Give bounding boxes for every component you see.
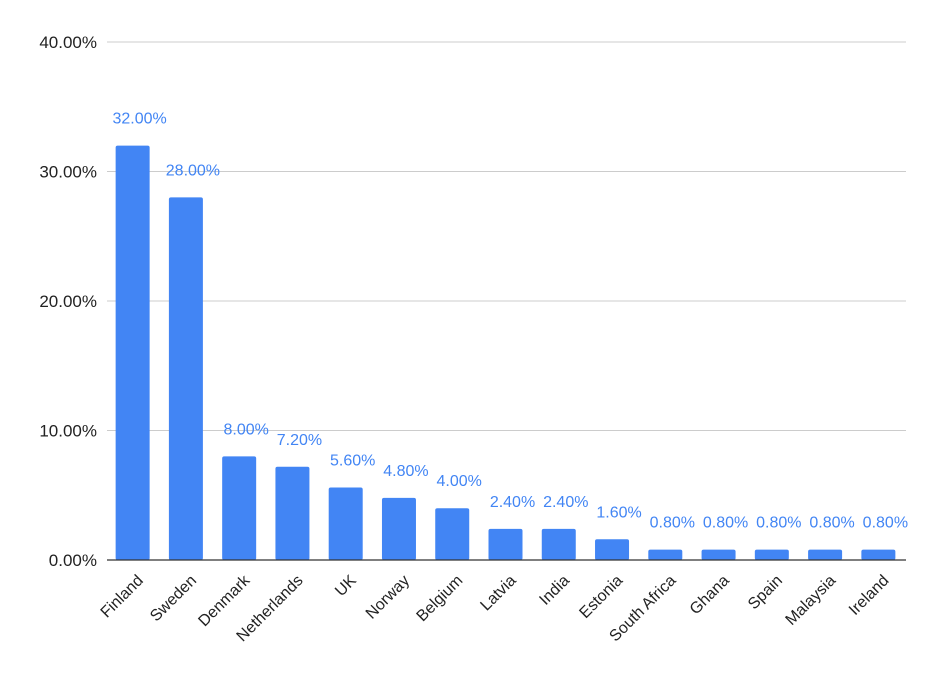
x-category-label: Latvia (477, 572, 519, 614)
data-label: 0.80% (756, 515, 801, 532)
x-category-label: Finland (98, 572, 147, 621)
bar (168, 197, 203, 560)
data-label: 2.40% (490, 494, 535, 511)
data-label: 1.60% (596, 504, 641, 521)
y-tick-label: 0.00% (49, 551, 97, 570)
bar (648, 549, 683, 560)
bar (701, 549, 736, 560)
data-label: 8.00% (223, 421, 268, 438)
y-tick-label: 40.00% (39, 33, 97, 52)
bar (488, 528, 523, 560)
x-category-label: Norway (363, 572, 413, 622)
x-category-label: Spain (745, 572, 786, 613)
x-category-label: Malaysia (783, 572, 840, 629)
gridlines (107, 41, 906, 431)
data-label: 0.80% (863, 515, 908, 532)
y-tick-label: 20.00% (39, 292, 97, 311)
bar (275, 466, 310, 560)
x-category-label: Ghana (687, 572, 733, 618)
x-category-label: UK (332, 572, 360, 600)
data-label: 4.00% (437, 473, 482, 490)
x-category-label: India (536, 572, 573, 609)
bar (754, 549, 789, 560)
bar (222, 456, 257, 560)
bar (808, 549, 843, 560)
data-label: 7.20% (277, 432, 322, 449)
x-category-label: Ireland (846, 572, 893, 619)
bar (381, 497, 416, 560)
bar (541, 528, 576, 560)
x-category-label: Belgium (414, 572, 467, 625)
data-label: 32.00% (113, 111, 167, 128)
bar (861, 549, 896, 560)
bars (115, 145, 896, 560)
y-tick-label: 30.00% (39, 163, 97, 182)
bar (595, 539, 630, 560)
x-category-label: Sweden (147, 572, 200, 625)
y-tick-label: 10.00% (39, 422, 97, 441)
bar (435, 508, 470, 560)
data-label: 0.80% (809, 515, 854, 532)
x-category-label: Estonia (576, 572, 626, 622)
data-label: 28.00% (166, 162, 220, 179)
bar (115, 145, 150, 560)
data-label: 4.80% (383, 463, 428, 480)
y-axis-tick-labels: 0.00% 10.00% 20.00% 30.00% 40.00% (39, 33, 97, 570)
data-labels: 32.00% 28.00% 8.00% 7.20% 5.60% 4.80% 4.00% 2.4… (113, 111, 909, 532)
data-label: 5.60% (330, 452, 375, 469)
bar (328, 487, 363, 560)
data-label: 0.80% (703, 515, 748, 532)
data-label: 0.80% (650, 515, 695, 532)
data-label: 2.40% (543, 494, 588, 511)
